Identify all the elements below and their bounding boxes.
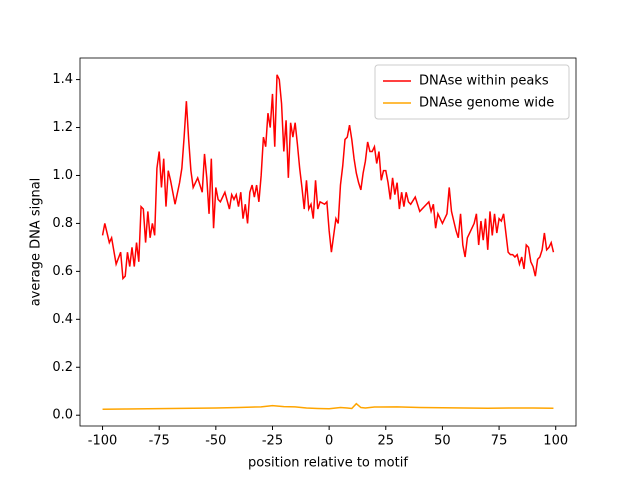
legend-box	[374, 64, 570, 120]
plot-frame	[79, 57, 577, 427]
x-tick-label: -25	[262, 434, 283, 449]
line-series	[102, 402, 554, 410]
y-tick-label: 0.0	[52, 408, 73, 423]
y-tick-label: 0.8	[52, 216, 73, 231]
y-tick-label: 1.0	[52, 168, 73, 183]
x-tick-label: -75	[149, 434, 170, 449]
line-series	[101, 74, 555, 281]
x-tick-label: -100	[88, 434, 118, 449]
y-tick-label: 1.4	[52, 72, 73, 87]
y-tick-label: 0.2	[52, 360, 73, 375]
y-axis-label: average DNA signal	[29, 178, 44, 307]
x-axis-label: position relative to motif	[248, 456, 408, 471]
y-tick-label: 1.2	[52, 120, 73, 135]
x-tick-label: 25	[378, 434, 395, 449]
x-tick-label: -50	[205, 434, 226, 449]
x-tick-label: 0	[325, 434, 333, 449]
legend-label: DNAse within peaks	[419, 74, 549, 89]
x-tick-label: 50	[434, 434, 451, 449]
x-tick-label: 75	[491, 434, 508, 449]
x-tick-label: 100	[543, 434, 568, 449]
legend-label: DNAse genome wide	[419, 96, 554, 111]
y-tick-label: 0.6	[52, 264, 73, 279]
y-tick-label: 0.4	[52, 312, 73, 327]
